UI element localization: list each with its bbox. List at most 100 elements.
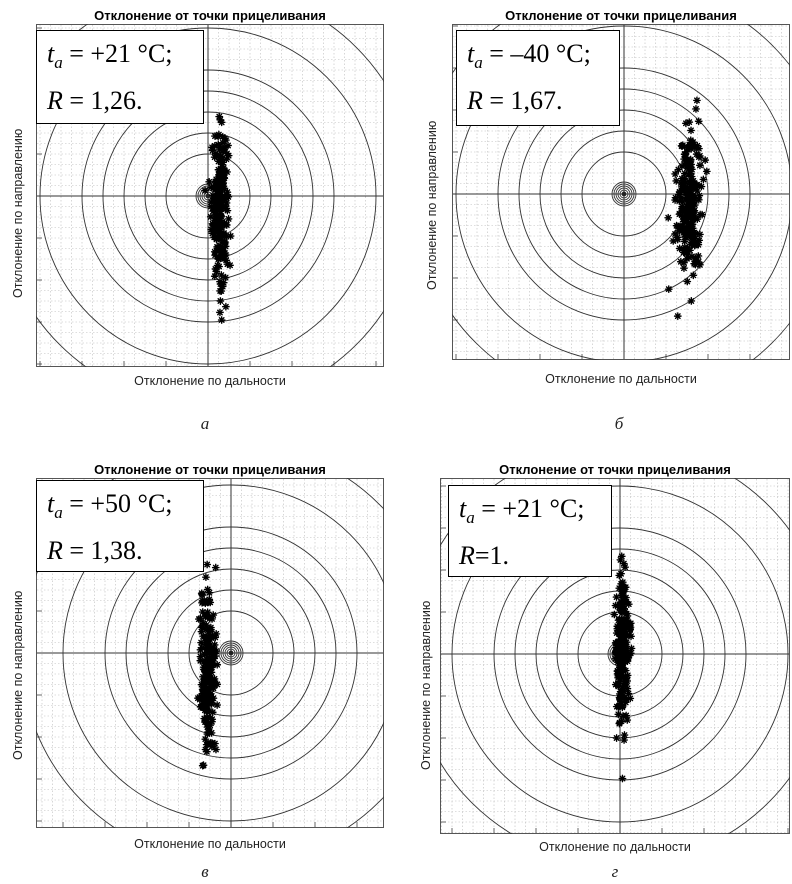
data-point	[619, 712, 627, 720]
data-point	[689, 271, 698, 280]
data-point	[671, 230, 680, 238]
panel-caption: в	[201, 862, 209, 881]
data-point	[622, 646, 631, 654]
data-point	[664, 285, 673, 294]
x-axis-label: Отклонение по дальности	[134, 837, 286, 851]
plot-area	[440, 478, 790, 834]
data-point	[681, 119, 690, 128]
legend-ratio: R = 1,38.	[47, 536, 143, 566]
legend-box: ta = +21 °C; R=1.	[448, 485, 612, 577]
data-point	[212, 745, 220, 754]
data-point	[216, 277, 224, 286]
y-axis-label: Отклонение по направлению	[11, 590, 25, 760]
data-point	[617, 552, 626, 561]
data-point	[224, 151, 233, 160]
grid	[441, 479, 789, 833]
scatter-points	[664, 96, 711, 321]
data-point	[202, 621, 211, 629]
data-point	[614, 702, 623, 711]
data-point	[196, 645, 205, 654]
data-point	[224, 215, 233, 223]
plot-area	[452, 24, 790, 360]
data-point	[684, 158, 693, 167]
data-point	[671, 170, 680, 178]
data-point	[695, 152, 704, 160]
data-point	[216, 287, 224, 295]
data-point	[211, 563, 220, 572]
data-point	[199, 761, 208, 770]
data-point	[680, 169, 689, 178]
data-point	[205, 177, 214, 186]
data-point	[682, 218, 690, 227]
data-point	[620, 633, 629, 642]
data-point	[200, 596, 208, 605]
y-axis-label: Отклонение по направлению	[419, 600, 433, 770]
data-point	[206, 598, 215, 607]
data-point	[216, 308, 224, 317]
data-point	[618, 578, 627, 587]
scatter-points	[610, 552, 636, 783]
legend-temperature: ta = +50 °C;	[47, 489, 173, 523]
data-point	[614, 651, 623, 659]
data-point	[685, 171, 693, 179]
data-point	[221, 134, 229, 143]
chart-title: Отклонение от точки прицеливания	[505, 8, 737, 23]
data-point	[620, 736, 628, 744]
legend-temperature: ta = +21 °C;	[459, 494, 585, 528]
data-point	[690, 240, 699, 249]
y-axis-label: Отклонение по направлению	[11, 128, 25, 298]
data-point	[206, 721, 215, 730]
data-point	[692, 105, 700, 113]
aim-point	[621, 191, 627, 197]
data-point	[678, 227, 686, 235]
data-point	[205, 655, 214, 664]
data-point	[620, 731, 629, 739]
data-point	[617, 615, 626, 623]
data-point	[611, 680, 620, 689]
data-point	[676, 209, 684, 218]
data-point	[696, 161, 704, 170]
data-point	[664, 213, 673, 222]
data-point	[623, 684, 632, 693]
data-point	[212, 220, 220, 229]
aim-point	[205, 193, 211, 199]
data-point	[694, 117, 703, 126]
data-point	[678, 222, 687, 230]
legend-temperature: ta = +21 °C;	[47, 39, 173, 73]
data-point	[619, 591, 627, 600]
data-point	[615, 718, 624, 727]
chart-title: Отклонение от точки прицеливания	[499, 462, 731, 477]
data-point	[688, 232, 697, 240]
data-point	[684, 222, 693, 231]
data-point	[217, 316, 226, 324]
data-point	[206, 713, 215, 722]
data-point	[623, 616, 631, 625]
data-point	[672, 177, 681, 185]
data-point	[218, 158, 227, 167]
legend-temperature: ta = –40 °C;	[467, 39, 591, 73]
data-point	[616, 696, 625, 704]
data-point	[619, 559, 628, 568]
data-point	[216, 297, 225, 305]
data-point	[207, 692, 215, 701]
data-point	[702, 167, 711, 176]
data-point	[202, 747, 211, 756]
data-point	[201, 682, 210, 691]
data-point	[678, 174, 686, 183]
scatter-points	[194, 560, 222, 770]
data-point	[220, 239, 229, 247]
data-point	[677, 141, 686, 150]
data-point	[221, 273, 230, 282]
data-point	[610, 610, 619, 619]
data-point	[620, 652, 629, 661]
y-axis-label: Отклонение по направлению	[425, 120, 439, 290]
data-point	[619, 586, 628, 595]
data-point	[212, 179, 221, 188]
data-point	[619, 659, 628, 668]
data-point	[214, 192, 223, 201]
data-point	[701, 156, 710, 165]
data-point	[686, 178, 695, 187]
chart-title: Отклонение от точки прицеливания	[94, 462, 326, 477]
data-point	[626, 694, 635, 703]
data-point	[201, 638, 210, 647]
